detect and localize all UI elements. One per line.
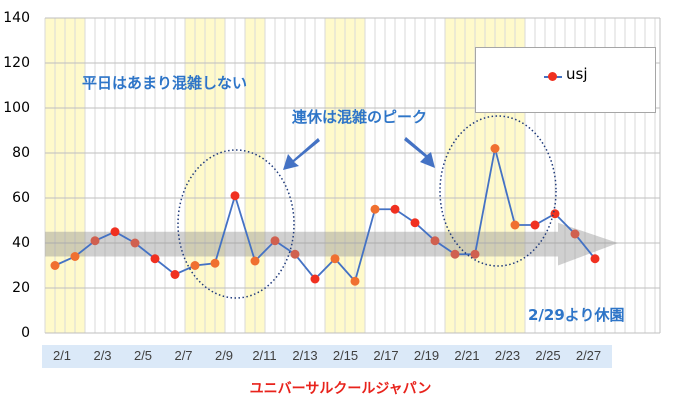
annotation-closure: 2/29より休園 xyxy=(528,306,625,324)
legend: usj xyxy=(475,47,656,113)
data-point xyxy=(550,209,560,219)
highlight-ellipse xyxy=(439,115,557,267)
legend-marker-icon xyxy=(548,72,557,81)
data-point xyxy=(90,236,100,246)
legend-label: usj xyxy=(566,65,588,83)
data-point xyxy=(250,256,260,266)
x-tick-label: 2/7 xyxy=(174,348,193,363)
data-point xyxy=(510,220,520,230)
data-point xyxy=(450,249,460,259)
data-point xyxy=(190,261,200,270)
annotation-weekday: 平日はあまり混雑しない xyxy=(82,74,248,92)
data-point xyxy=(430,236,440,246)
y-tick-label: 60 xyxy=(12,190,30,206)
x-tick-label: 2/13 xyxy=(292,348,318,363)
data-point xyxy=(170,270,180,279)
series-line xyxy=(54,148,596,284)
x-tick-label: 2/27 xyxy=(575,348,602,363)
y-tick-label: 140 xyxy=(3,10,30,26)
data-point xyxy=(230,191,240,201)
y-tick-label: 100 xyxy=(3,100,30,116)
data-point xyxy=(530,220,540,230)
data-point xyxy=(570,229,580,239)
data-point xyxy=(210,258,220,268)
x-tick-label: 2/15 xyxy=(332,348,359,363)
x-tick-label: 2/23 xyxy=(494,348,521,363)
data-point xyxy=(150,254,160,264)
y-tick-label: 80 xyxy=(12,145,30,161)
x-tick-label: 2/1 xyxy=(52,348,72,363)
y-tick-label: 20 xyxy=(12,280,30,296)
data-point xyxy=(370,204,380,214)
data-point xyxy=(110,227,120,237)
annotation-holiday-peak: 連休は混雑のピーク xyxy=(292,108,428,126)
y-tick-label: 0 xyxy=(21,325,30,341)
pointer-arrow-icon xyxy=(283,138,320,170)
y-tick-label: 40 xyxy=(12,235,30,251)
y-tick-label: 120 xyxy=(3,55,30,71)
highlight-ellipse xyxy=(177,149,295,299)
chart-title: ユニバーサルクールジャパン xyxy=(249,381,432,397)
data-point xyxy=(350,276,360,286)
x-axis-band xyxy=(42,345,612,368)
data-point xyxy=(590,254,600,264)
data-point xyxy=(490,144,500,153)
data-point xyxy=(70,252,80,261)
data-point xyxy=(50,261,60,270)
x-tick-label: 2/9 xyxy=(214,348,234,363)
data-point xyxy=(410,218,420,228)
x-tick-label: 2/3 xyxy=(93,348,112,363)
data-point xyxy=(390,204,400,214)
pointer-arrow-icon xyxy=(404,137,435,168)
data-point xyxy=(310,274,320,284)
data-point xyxy=(290,249,300,259)
x-tick-label: 2/25 xyxy=(535,348,561,363)
data-point xyxy=(270,236,280,246)
x-tick-label: 2/5 xyxy=(133,348,153,363)
data-point xyxy=(130,238,140,248)
x-tick-label: 2/17 xyxy=(373,348,399,363)
x-tick-label: 2/19 xyxy=(413,348,440,363)
data-point xyxy=(330,254,340,264)
x-tick-label: 2/21 xyxy=(454,348,480,363)
data-point xyxy=(470,249,480,259)
x-tick-label: 2/11 xyxy=(252,348,277,363)
